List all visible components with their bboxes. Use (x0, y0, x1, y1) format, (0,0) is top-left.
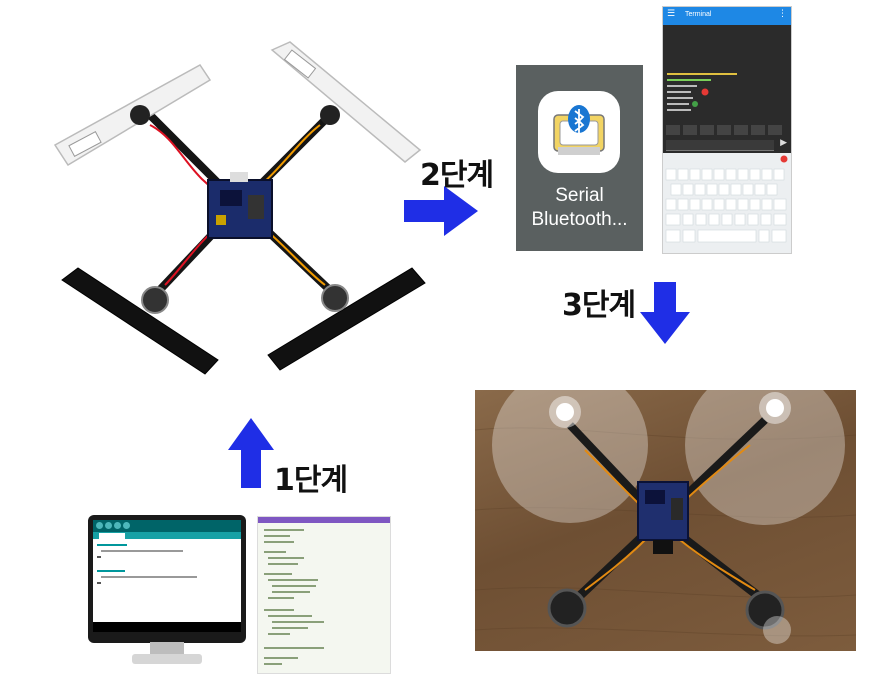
app-icon-panel: Serial Bluetooth... (516, 65, 643, 251)
drone-image (53, 41, 426, 375)
soft-keyboard (663, 137, 791, 253)
propeller-white (270, 41, 422, 163)
macro-button[interactable] (666, 125, 680, 135)
flight-controller-board (207, 172, 273, 239)
terminal-title: Terminal (685, 11, 712, 18)
more-icon[interactable]: ⋮ (778, 9, 787, 19)
macro-button[interactable] (717, 125, 731, 135)
send-icon[interactable]: ▶ (780, 138, 787, 148)
monitor-base (132, 654, 202, 664)
monitor-stand (150, 642, 184, 656)
macro-button[interactable] (768, 125, 782, 135)
step-2-label: 2단계 (420, 158, 494, 193)
code-editor[interactable] (93, 540, 241, 620)
terminal-log (667, 73, 737, 111)
serial-bluetooth-app-icon[interactable] (538, 91, 620, 173)
propeller-black (61, 267, 219, 375)
macro-button[interactable] (734, 125, 748, 135)
drone-photo-scene (475, 390, 856, 644)
terminal-app-bar: ☰ Terminal ⋮ (663, 7, 791, 25)
macro-buttons (666, 125, 788, 137)
keyboard-keys[interactable] (663, 137, 791, 253)
step-3-label: 3단계 (562, 288, 636, 323)
propeller-black (267, 267, 426, 371)
step-1-label: 1단계 (274, 463, 348, 498)
monitor (88, 515, 246, 643)
ide-tab-bar (93, 532, 241, 539)
ide-toolbar (93, 520, 241, 532)
macro-button[interactable] (751, 125, 765, 135)
propeller-white (53, 64, 212, 167)
arrow-up-icon (228, 418, 274, 488)
code-lines (264, 529, 324, 665)
terminal-screenshot: ☰ Terminal ⋮ ▶ (662, 6, 792, 254)
arduino-ide-window (93, 520, 241, 632)
serial-port-icon (553, 105, 605, 155)
arrow-right-icon (404, 186, 478, 236)
macro-button[interactable] (683, 125, 697, 135)
menu-icon[interactable]: ☰ (667, 9, 676, 19)
arrow-down-icon (640, 282, 690, 344)
flying-drone-photo (475, 390, 856, 651)
app-icon-label-line2: Bluetooth... (531, 209, 628, 230)
macro-button[interactable] (700, 125, 714, 135)
app-icon-label-line1: Serial (555, 185, 604, 206)
message-input[interactable] (666, 140, 774, 151)
code-document (257, 516, 391, 674)
ide-console (93, 622, 241, 632)
